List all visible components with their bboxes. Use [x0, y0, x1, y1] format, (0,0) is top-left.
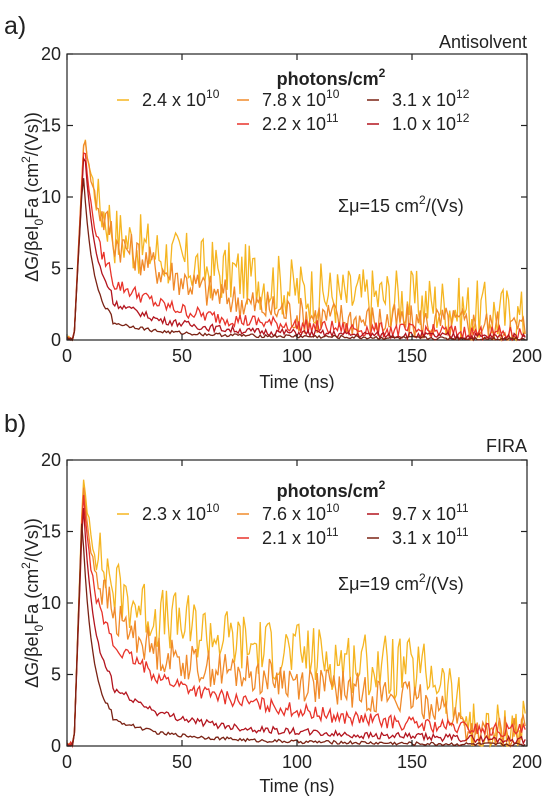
y-tick-label-b-1: 5 — [51, 665, 61, 685]
panel-label-b: b) — [4, 410, 26, 438]
sample-label-b: FIRA — [486, 436, 527, 456]
legend-title-a: photons/cm2 — [277, 66, 386, 89]
y-axis-label-a: ΔG/βeI0Fa (cm2/(Vs)) — [19, 112, 46, 282]
x-tick-label-a-2: 100 — [282, 346, 312, 366]
series-line-a-2 — [66, 152, 526, 341]
x-tick-label-b-0: 0 — [62, 752, 72, 772]
curves-b — [66, 479, 526, 749]
legend-entry-a-0: 2.4 x 1010 — [142, 87, 220, 110]
y-tick-label-a-3: 15 — [41, 116, 61, 136]
sample-label-a: Antisolvent — [439, 32, 527, 52]
y-tick-label-a-2: 10 — [41, 187, 61, 207]
series-line-b-2 — [66, 494, 526, 749]
legend-entry-b-4: 3.1 x 1011 — [392, 525, 469, 548]
x-tick-label-b-2: 100 — [282, 752, 312, 772]
curves-a — [66, 139, 526, 342]
legend-entry-b-2: 2.1 x 1011 — [262, 525, 339, 548]
x-axis-label-b: Time (ns) — [259, 776, 334, 796]
legend-entry-a-4: 3.1 x 1012 — [392, 87, 470, 110]
panel-a: a) Antisolvent 0 50 100 150 200 0 5 10 15 20 Time… — [4, 12, 542, 392]
legend-a: 2.4 x 1010 7.8 x 1010 3.1 x 1012 2.2 x 1011… — [117, 87, 470, 134]
legend-title-b: photons/cm2 — [277, 478, 386, 501]
y-tick-label-b-4: 20 — [41, 450, 61, 470]
legend-entry-a-1: 7.8 x 1010 — [262, 87, 340, 110]
y-tick-label-a-4: 20 — [41, 44, 61, 64]
legend-b: 2.3 x 1010 7.6 x 1010 9.7 x 1011 2.1 x 1011… — [117, 501, 469, 548]
series-line-b-3 — [66, 508, 526, 747]
legend-entry-a-2: 2.2 x 1011 — [262, 111, 339, 134]
x-tick-label-a-3: 150 — [397, 346, 427, 366]
x-tick-label-a-1: 50 — [172, 346, 192, 366]
y-axis-label-b: ΔG/βeI0Fa (cm2/(Vs)) — [19, 518, 46, 688]
y-tick-label-a-0: 0 — [51, 330, 61, 350]
annotation-b: Σμ=19 cm2/(Vs) — [338, 571, 464, 594]
legend-entry-b-0: 2.3 x 1010 — [142, 501, 220, 524]
annotation-a: Σμ=15 cm2/(Vs) — [338, 193, 464, 216]
x-tick-label-b-1: 50 — [172, 752, 192, 772]
legend-entry-b-3: 9.7 x 1011 — [392, 501, 469, 524]
x-tick-label-b-3: 150 — [397, 752, 427, 772]
y-tick-label-a-1: 5 — [51, 259, 61, 279]
x-tick-label-a-0: 0 — [62, 346, 72, 366]
series-line-a-3 — [66, 156, 526, 342]
ticks-b: 0 50 100 150 200 0 5 10 15 20 — [41, 450, 542, 772]
panel-label-a: a) — [4, 12, 26, 40]
y-tick-label-b-0: 0 — [51, 736, 61, 756]
series-line-b-0 — [66, 479, 526, 749]
legend-entry-a-3: 1.0 x 1012 — [392, 111, 470, 134]
x-axis-label-a: Time (ns) — [259, 372, 334, 392]
ticks-a: 0 50 100 150 200 0 5 10 15 20 — [41, 44, 542, 366]
x-tick-label-b-4: 200 — [512, 752, 542, 772]
legend-entry-b-1: 7.6 x 1010 — [262, 501, 340, 524]
series-line-a-1 — [66, 139, 526, 342]
x-tick-label-a-4: 200 — [512, 346, 542, 366]
panel-b: b) FIRA 0 50 100 150 200 0 5 10 15 20 Time (ns) Δ… — [4, 410, 542, 796]
y-tick-label-b-2: 10 — [41, 593, 61, 613]
series-line-b-4 — [67, 523, 526, 747]
y-tick-label-b-3: 15 — [41, 522, 61, 542]
series-line-a-4 — [66, 178, 526, 342]
